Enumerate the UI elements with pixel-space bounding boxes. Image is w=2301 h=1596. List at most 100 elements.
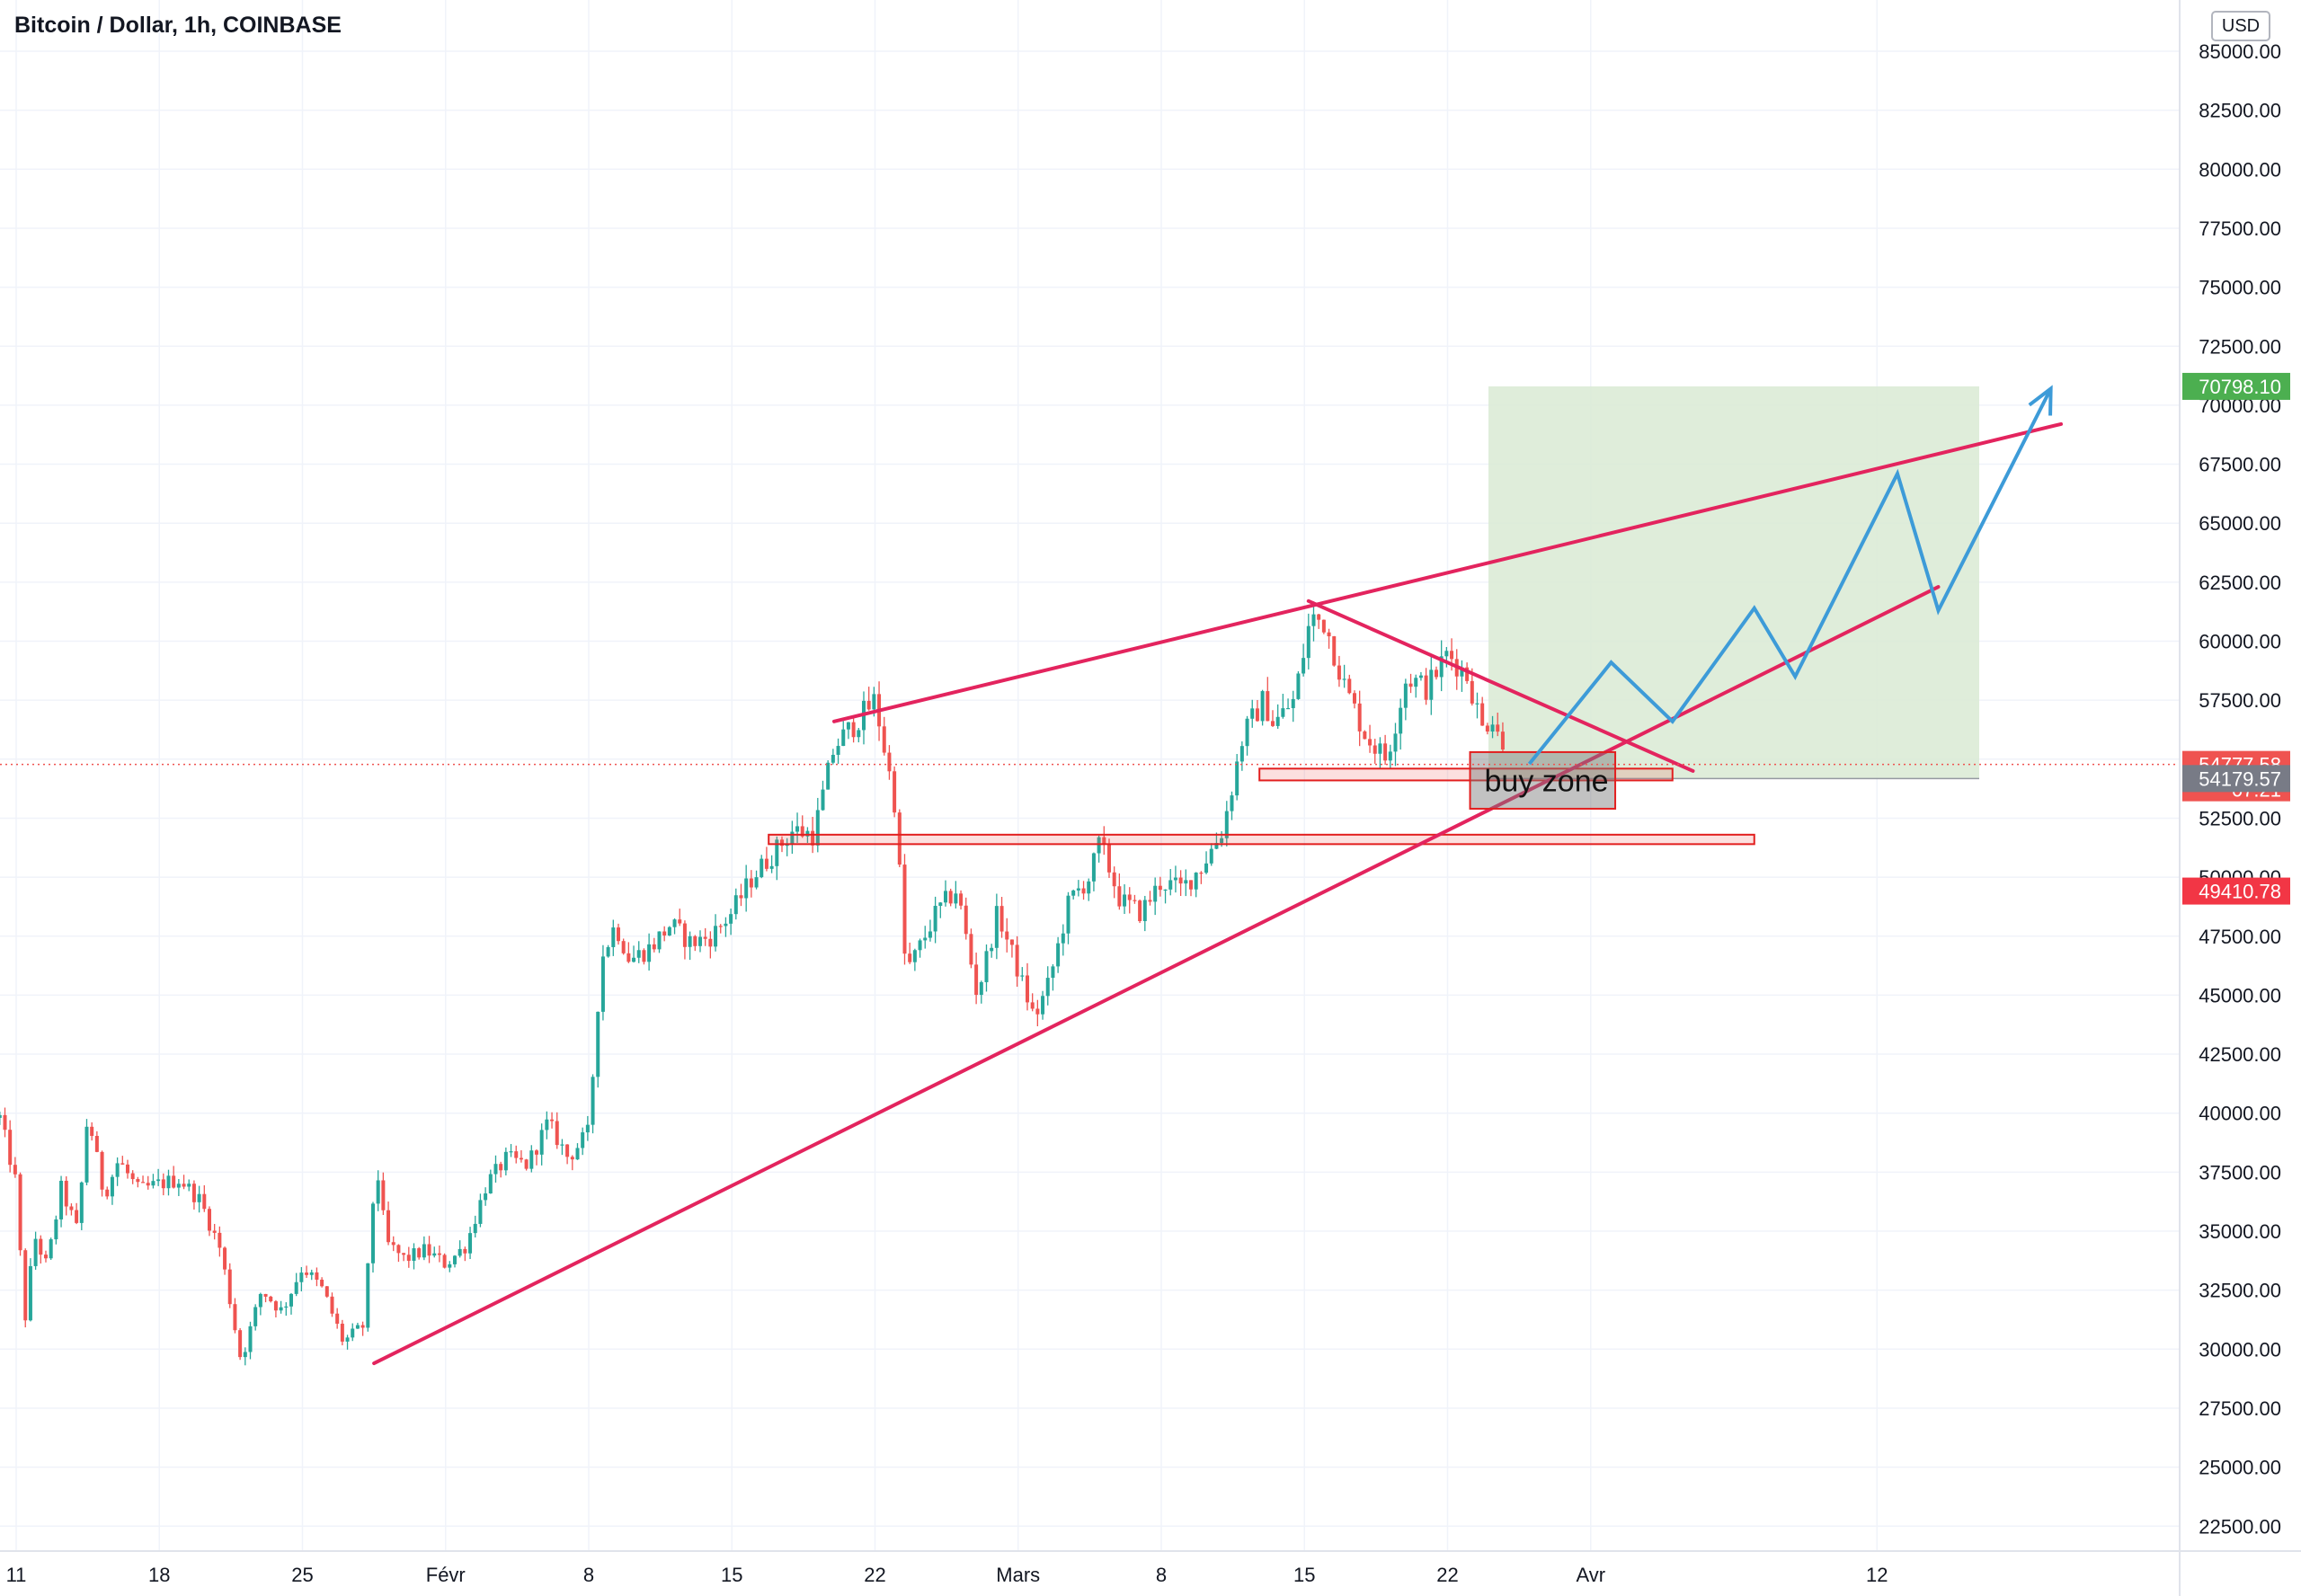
candle-body	[1224, 811, 1229, 838]
candle-body	[1127, 894, 1132, 900]
candle-body	[616, 927, 620, 942]
candle-body	[514, 1151, 519, 1158]
candle-body	[28, 1265, 32, 1321]
candle-body	[693, 935, 697, 946]
candle-body	[1490, 724, 1495, 732]
candle-body	[273, 1301, 278, 1311]
candle-body	[258, 1293, 262, 1308]
candle-body	[519, 1157, 523, 1160]
candle-body	[294, 1281, 298, 1294]
candle-body	[315, 1272, 319, 1281]
candle-body	[999, 906, 1004, 932]
candle-body	[1302, 658, 1306, 674]
risk-reward-zones	[1488, 386, 1979, 780]
time-axis[interactable]: 11 18 25 Févr 8 15 22 Mars 8 15 22 Avr 12	[0, 1550, 2301, 1586]
candle-body	[156, 1179, 161, 1182]
candle-body	[1342, 678, 1346, 680]
support-zone-1[interactable]	[768, 833, 1755, 846]
candle-body	[1035, 1008, 1040, 1015]
lower-trendline[interactable]	[372, 585, 1941, 1366]
candle-body	[238, 1330, 243, 1358]
chart-grid	[0, 0, 2180, 1551]
candle-body	[703, 936, 707, 939]
candle-body	[1429, 669, 1434, 700]
candle-body	[289, 1293, 293, 1307]
candle-body	[959, 893, 964, 906]
candle-body	[1460, 667, 1464, 677]
candle-body	[826, 762, 831, 790]
candle-body	[984, 951, 989, 982]
candle-body	[1015, 944, 1019, 977]
candle-body	[1112, 872, 1116, 887]
candle-body	[585, 1124, 590, 1133]
candle-body	[1418, 675, 1423, 678]
candle-body	[836, 746, 840, 755]
candle-body	[1204, 863, 1209, 873]
candle-body	[1347, 678, 1352, 694]
candle-body	[345, 1337, 350, 1342]
candle-body	[305, 1272, 309, 1275]
currency-button[interactable]: USD	[2211, 11, 2270, 41]
time-tick-label: 15	[1293, 1564, 1315, 1586]
candle-body	[1102, 837, 1106, 844]
projection-path[interactable]	[1527, 387, 2053, 766]
candle-body	[269, 1296, 273, 1302]
candle-body	[1178, 877, 1183, 884]
candle-body	[503, 1151, 508, 1171]
candle-body	[534, 1150, 538, 1155]
candle-body	[1383, 743, 1388, 761]
candle-body	[299, 1272, 304, 1282]
candle-body	[964, 905, 968, 935]
candle-body	[933, 906, 937, 932]
price-tick-label: 35000.00	[2199, 1220, 2281, 1243]
candle-body	[1087, 881, 1091, 894]
candle-body	[176, 1184, 181, 1188]
descending-trendline[interactable]	[1306, 598, 1695, 773]
drawing-tools[interactable]: buy zone	[0, 385, 2180, 1366]
candle-body	[355, 1325, 360, 1329]
candle-body	[39, 1238, 43, 1255]
candle-body	[509, 1151, 513, 1153]
upper-trendline[interactable]	[832, 421, 2063, 723]
candle-body	[18, 1174, 22, 1251]
buy-zone-label: buy zone	[1485, 764, 1609, 798]
candle-body	[391, 1242, 395, 1246]
price-tick-label: 65000.00	[2199, 512, 2281, 535]
candle-body	[330, 1296, 334, 1314]
candle-body	[912, 950, 917, 962]
candle-body	[636, 950, 641, 958]
candle-body	[928, 931, 932, 938]
candle-body	[545, 1119, 549, 1130]
candle-body	[1051, 966, 1055, 979]
candle-body	[1368, 739, 1373, 746]
candle-body	[1025, 975, 1029, 1003]
price-tick-label: 52500.00	[2199, 807, 2281, 829]
candle-body	[652, 944, 656, 950]
candle-body	[1255, 708, 1259, 722]
candle-body	[872, 694, 876, 710]
candle-body	[1373, 745, 1377, 754]
candle-body	[141, 1182, 146, 1184]
candle-body	[69, 1206, 74, 1210]
candle-body	[795, 826, 800, 832]
candle-body	[79, 1182, 84, 1223]
candle-body	[708, 938, 713, 947]
candle-body	[1056, 943, 1061, 967]
candle-body	[1041, 996, 1045, 1015]
candle-body	[473, 1223, 477, 1234]
candle-body	[729, 914, 733, 924]
candle-body	[227, 1269, 232, 1305]
candle-body	[1317, 614, 1321, 620]
candle-body	[866, 700, 871, 710]
candle-body	[422, 1244, 426, 1258]
candle-body	[84, 1126, 89, 1183]
candle-body	[754, 877, 759, 888]
buy-zone-box[interactable]	[1469, 750, 1617, 810]
candle-body	[1097, 837, 1101, 854]
candle-body	[1020, 975, 1025, 977]
candle-body	[187, 1184, 191, 1187]
candle-body	[1321, 619, 1326, 633]
candle-body	[672, 919, 677, 927]
candle-body	[1357, 703, 1362, 732]
